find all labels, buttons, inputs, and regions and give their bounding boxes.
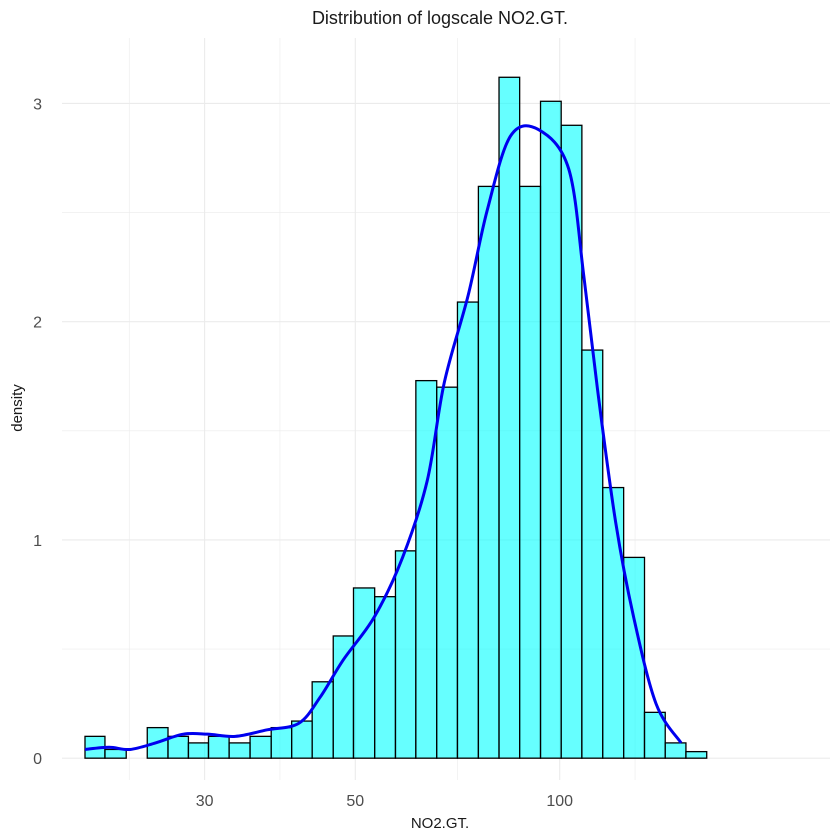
density-curve	[84, 124, 683, 752]
histogram-bar	[394, 550, 417, 759]
histogram-bar	[167, 735, 190, 759]
histogram-bar	[664, 742, 687, 759]
y-tick-label: 0	[33, 751, 42, 768]
histogram-bar	[685, 750, 708, 759]
histogram-bar	[539, 100, 562, 759]
x-axis-title: NO2.GT.	[411, 815, 469, 832]
y-axis-title: density	[9, 384, 26, 432]
histogram-bar	[249, 735, 272, 759]
histogram-bar	[436, 386, 459, 759]
histogram-bar	[477, 185, 500, 759]
histogram-bar	[352, 587, 376, 759]
histogram-bar	[270, 726, 293, 759]
histogram-bar	[104, 748, 127, 759]
histogram-bar	[374, 596, 397, 759]
x-tick-label: 100	[546, 793, 573, 810]
histogram-bar	[602, 486, 625, 759]
x-tick-label: 30	[196, 793, 214, 810]
histogram-bar	[332, 635, 355, 759]
x-tick-label: 50	[346, 793, 364, 810]
chart-title: Distribution of logscale NO2.GT.	[312, 8, 568, 28]
histogram-bar	[643, 711, 666, 759]
histogram-bar	[207, 735, 230, 759]
histogram-bar	[519, 185, 542, 759]
histogram-bar	[456, 301, 480, 759]
histogram-bar	[498, 76, 521, 759]
y-tick-label: 2	[33, 315, 42, 332]
y-axis-ticks: 0 1 2 3	[33, 96, 42, 768]
y-tick-label: 3	[33, 96, 42, 113]
histogram-bar	[228, 742, 251, 759]
y-tick-label: 1	[33, 533, 42, 550]
x-axis-ticks: 30 50 100	[196, 793, 573, 810]
histogram-bars	[84, 76, 708, 759]
histogram-bar	[187, 742, 210, 759]
